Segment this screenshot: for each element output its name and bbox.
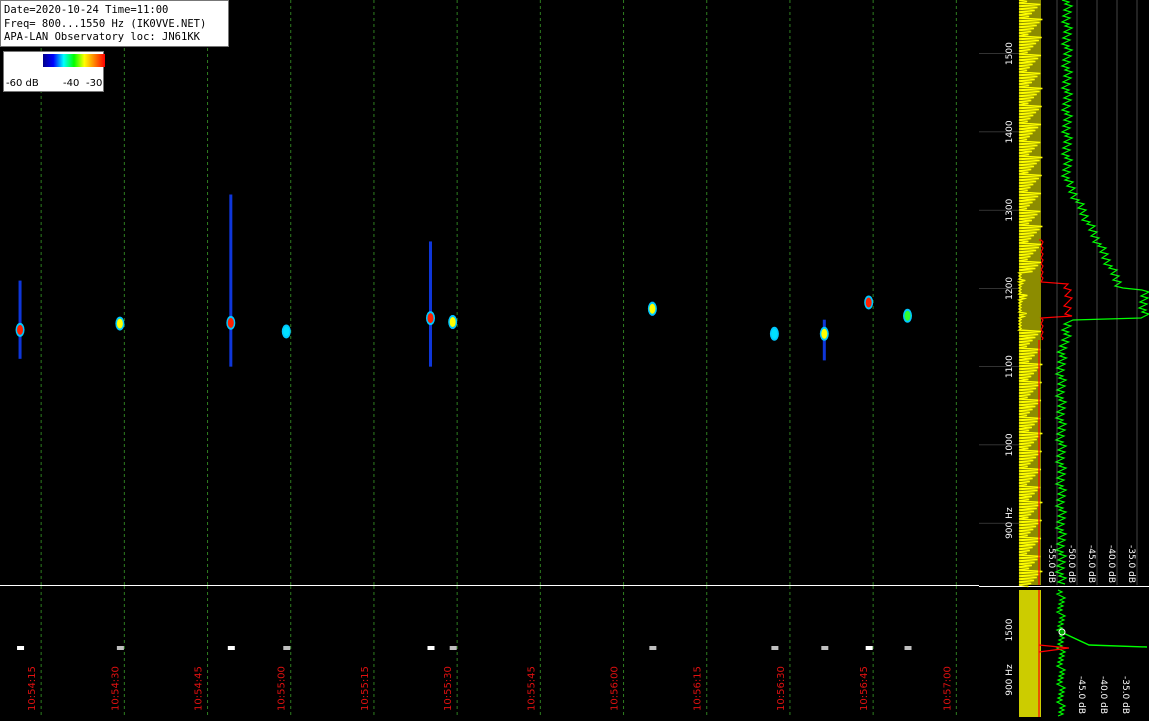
strip-echo [649,646,657,650]
y-tick-label: 1300 [1005,198,1015,221]
legend-high-label: -30 [86,78,103,89]
x-tick-label: 10:56:15 [693,666,704,711]
strip-echo [904,646,912,650]
x-tick-label: 10:54:45 [194,666,205,711]
legend-mid-label: -40 [63,78,80,89]
x-tick-label: 10:56:45 [859,666,870,711]
strip-echo [449,646,457,650]
strip-echo [17,646,25,650]
spectrum-panel: 1500 1400 1300 1200 1100 1000 900 Hz -55.0 dB -5… [979,0,1149,717]
strip-echo [821,646,829,650]
echo-tail [229,194,233,367]
strip-db-tick-label: -45.0 dB [1076,676,1086,714]
strip-y-tick-label: 900 Hz [1005,664,1015,696]
strip-echo [865,646,873,650]
x-tick-label: 10:55:15 [360,666,371,711]
y-tick-label: 1100 [1005,355,1015,378]
db-tick-label: -50.0 dB [1066,545,1076,583]
x-tick-label: 10:55:00 [277,666,288,711]
y-tick-label: 1200 [1005,277,1015,300]
signal-spectrum [1039,239,1074,341]
strip-echo [283,646,291,650]
echo-peak [904,310,911,321]
echo-peak [771,328,778,339]
spectrum-separator [979,586,1149,587]
strip-db-tick-label: -40.0 dB [1098,676,1108,714]
db-tick-label: -55.0 dB [1046,545,1056,583]
waterfall-svg [15,0,1140,585]
strip-db-tick-label: -35.0 dB [1120,676,1130,714]
y-tick-label: 1000 [1005,433,1015,456]
db-tick-label: -45.0 dB [1086,545,1096,583]
x-tick-label: 10:54:30 [110,666,121,711]
strip-peak-bump [1060,631,1148,648]
strip-echo [116,646,124,650]
legend-low-label: -60 dB [6,78,39,89]
echo-peak [227,317,234,328]
waterfall-plot [15,0,1140,585]
echo-tail [429,241,432,367]
avg-spectrum-fill [1019,0,1041,585]
echo-peak [865,297,872,308]
y-tick-label: 1500 [1005,42,1015,65]
db-tick-label: -40.0 dB [1106,545,1116,583]
strip-marker [1058,628,1066,636]
echo-peak [427,313,434,324]
x-tick-label: 10:55:30 [443,666,454,711]
strip-echo [771,646,779,650]
strip-avg-fill [1019,590,1041,717]
strip-peak-spectrum [1055,589,1067,717]
color-legend: -60 dB -40 -30 [3,51,105,92]
info-date-time: Date=2020-10-24 Time=11:00 [4,4,169,16]
echo-peak [649,303,656,314]
x-tick-label: 10:55:45 [526,666,537,711]
spectrum-svg: 1500 1400 1300 1200 1100 1000 900 Hz -55.0 dB -5… [979,0,1149,717]
info-box: Date=2020-10-24 Time=11:00 Freq= 800...1… [0,0,229,47]
strip-plot: 10:54:15 10:54:30 10:54:45 10:55:00 10:55:15… [0,586,1139,717]
panel-separator [0,585,979,586]
y-tick-label: 1400 [1005,120,1015,143]
strip-svg: 10:54:15 10:54:30 10:54:45 10:55:00 10:55:15… [17,586,1139,717]
y-tick-label: 900 Hz [1005,507,1015,539]
x-tick-label: 10:56:00 [610,666,621,711]
strip-signal-bump [1038,644,1070,653]
echo-peak [116,318,123,329]
db-tick-label: -35.0 dB [1126,545,1136,583]
color-bar [43,54,105,67]
echo-peak [17,324,24,335]
x-tick-label: 10:56:30 [776,666,787,711]
strip-echo [427,646,435,650]
echo-peak [283,326,290,337]
x-tick-label: 10:54:15 [27,666,38,711]
peak-spectrum [1054,0,1149,585]
echo-tail [18,280,22,359]
info-frequency: Freq= 800...1550 Hz (IK0VVE.NET) [4,17,207,30]
echo-peak [449,317,456,328]
strip-echo [227,646,235,650]
x-tick-label: 10:57:00 [942,666,953,711]
strip-y-tick-label: 1500 [1005,618,1015,641]
echo-peak [821,328,828,339]
info-observatory: APA-LAN Observatory loc: JN61KK [4,31,200,43]
